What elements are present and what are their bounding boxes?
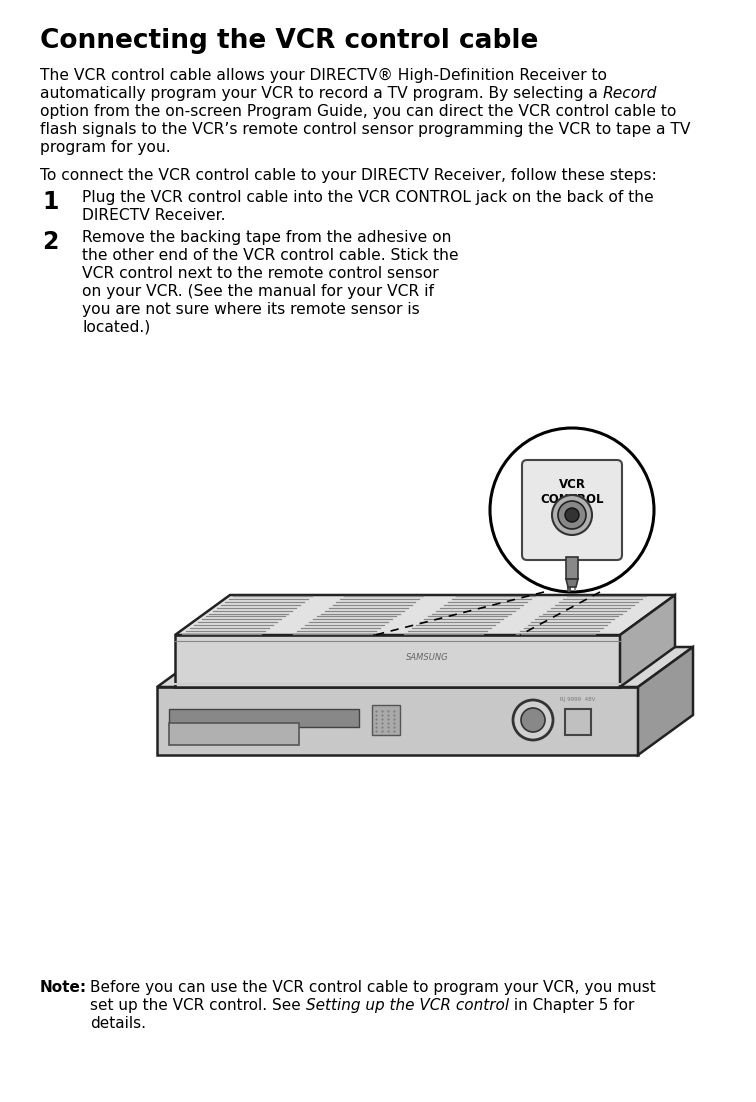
Text: Remove the backing tape from the adhesive on: Remove the backing tape from the adhesiv… — [82, 230, 451, 245]
Text: Connecting the VCR control cable: Connecting the VCR control cable — [40, 28, 538, 54]
Text: in Chapter 5 for: in Chapter 5 for — [509, 998, 634, 1013]
Text: VCR control next to the remote control sensor: VCR control next to the remote control s… — [82, 266, 438, 281]
Text: SAMSUNG: SAMSUNG — [406, 652, 449, 661]
Circle shape — [490, 428, 654, 592]
Polygon shape — [157, 647, 693, 687]
Circle shape — [513, 700, 553, 741]
Text: located.): located.) — [82, 320, 150, 335]
Polygon shape — [638, 647, 693, 755]
FancyBboxPatch shape — [522, 460, 622, 560]
Circle shape — [552, 495, 592, 534]
Bar — [169, 723, 299, 745]
Text: the other end of the VCR control cable. Stick the: the other end of the VCR control cable. … — [82, 248, 459, 263]
Circle shape — [565, 508, 579, 522]
Polygon shape — [175, 595, 675, 635]
Text: set up the VCR control. See: set up the VCR control. See — [90, 998, 305, 1013]
Text: you are not sure where its remote sensor is: you are not sure where its remote sensor… — [82, 302, 420, 317]
Text: The VCR control cable allows your DIRECTV® High-Definition Receiver to: The VCR control cable allows your DIRECT… — [40, 68, 607, 83]
Text: 1: 1 — [42, 190, 58, 214]
Text: Before you can use the VCR control cable to program your VCR, you must: Before you can use the VCR control cable… — [90, 980, 655, 995]
Polygon shape — [620, 595, 675, 687]
Text: VCR
CONTROL: VCR CONTROL — [541, 478, 604, 506]
Bar — [565, 709, 591, 735]
Text: Setting up the VCR control: Setting up the VCR control — [305, 998, 509, 1013]
Circle shape — [558, 501, 586, 529]
Text: To connect the VCR control cable to your DIRECTV Receiver, follow these steps:: To connect the VCR control cable to your… — [40, 168, 657, 183]
Text: program for you.: program for you. — [40, 140, 171, 155]
Polygon shape — [566, 579, 578, 587]
Polygon shape — [175, 635, 620, 687]
Bar — [372, 705, 400, 735]
Text: flash signals to the VCR’s remote control sensor programming the VCR to tape a T: flash signals to the VCR’s remote contro… — [40, 122, 690, 137]
Bar — [566, 557, 578, 579]
Text: automatically program your VCR to record a TV program. By selecting a: automatically program your VCR to record… — [40, 86, 603, 101]
Text: Plug the VCR control cable into the VCR CONTROL jack on the back of the: Plug the VCR control cable into the VCR … — [82, 190, 654, 205]
Text: option from the on-screen Program Guide, you can direct the VCR control cable to: option from the on-screen Program Guide,… — [40, 104, 677, 119]
Polygon shape — [157, 687, 638, 755]
Text: Note:: Note: — [40, 980, 87, 995]
Circle shape — [521, 707, 545, 732]
Text: RJ 9999  48V: RJ 9999 48V — [560, 696, 596, 702]
Text: details.: details. — [90, 1016, 146, 1031]
Text: Record: Record — [603, 86, 657, 101]
Text: DIRECTV Receiver.: DIRECTV Receiver. — [82, 208, 225, 223]
Text: on your VCR. (See the manual for your VCR if: on your VCR. (See the manual for your VC… — [82, 284, 434, 299]
Bar — [169, 709, 359, 727]
Text: 2: 2 — [42, 230, 58, 253]
